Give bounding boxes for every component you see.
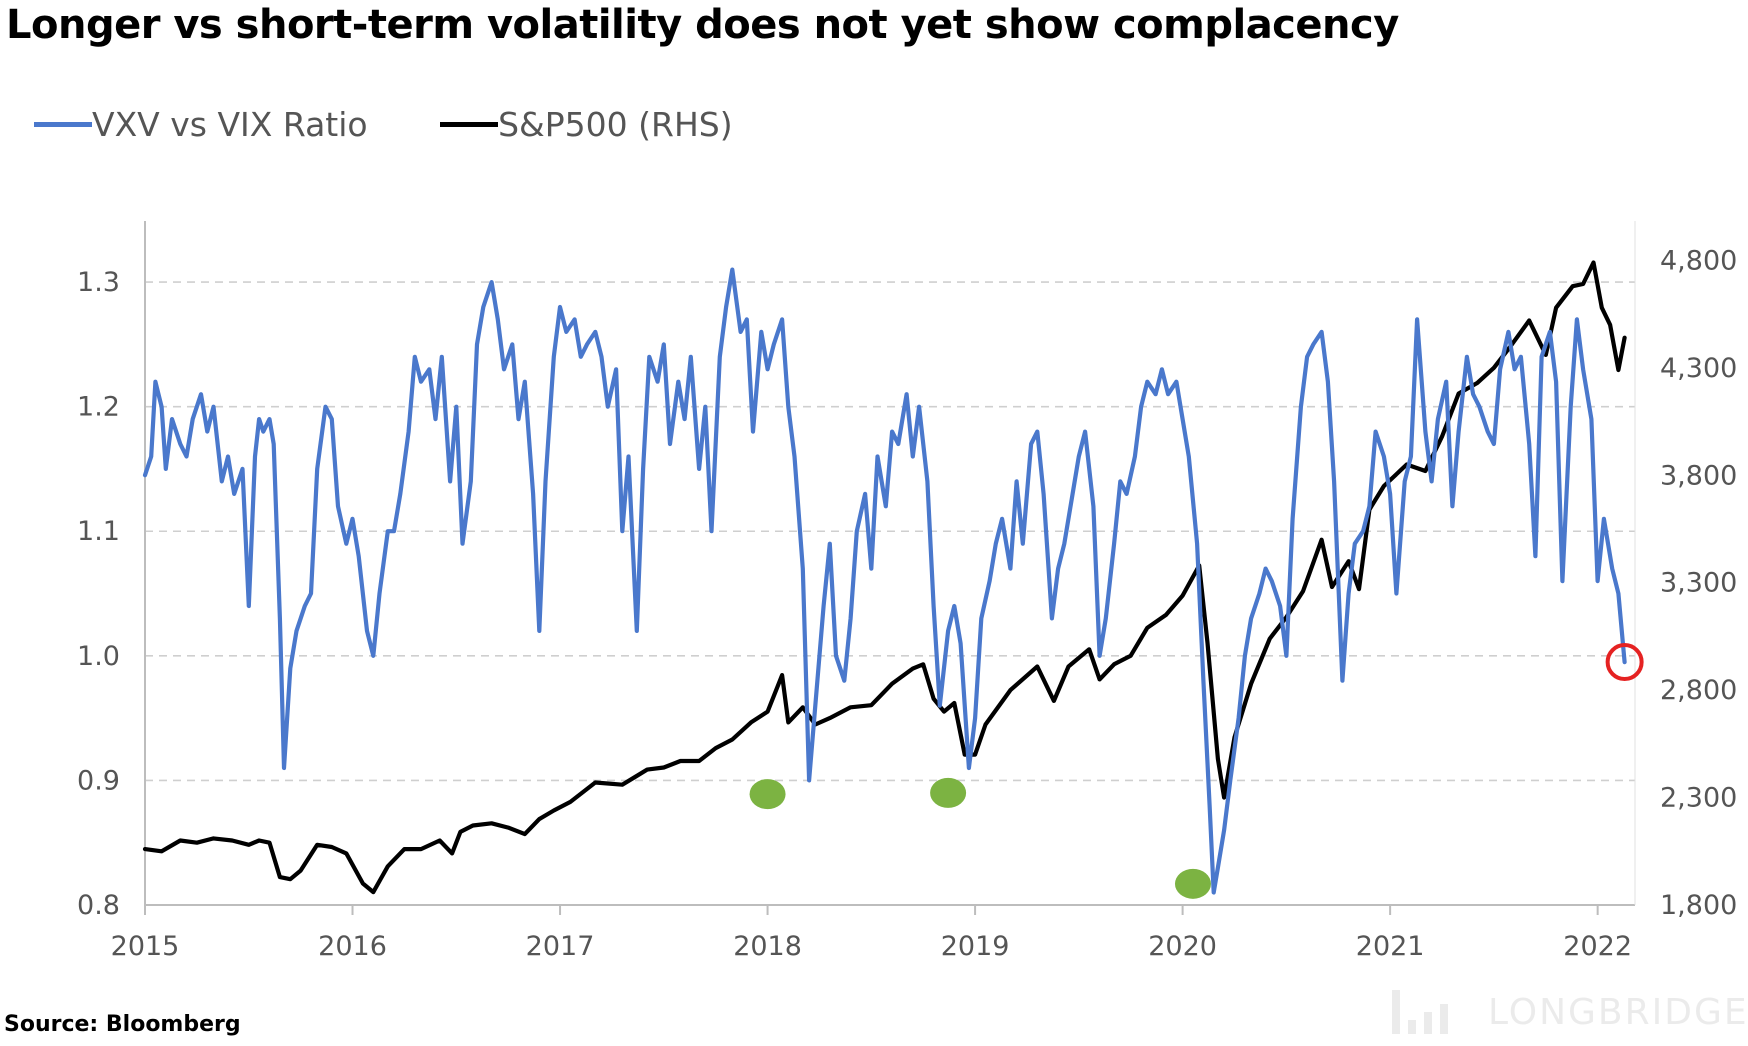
low-marker <box>1174 868 1211 899</box>
chart-title: Longer vs short-term volatility does not… <box>6 2 1399 48</box>
y-left-tick-label: 1.0 <box>77 641 120 672</box>
legend-label-vxv-vix: VXV vs VIX Ratio <box>92 105 368 144</box>
watermark-text: LONGBRIDGE <box>1488 992 1748 1033</box>
gridlines <box>145 281 1635 782</box>
x-tick-label: 2022 <box>1563 931 1632 962</box>
y-left-tick-label: 0.8 <box>77 890 120 921</box>
y-left-tick-label: 1.1 <box>77 516 120 547</box>
x-tick-label: 2015 <box>111 931 180 962</box>
legend: VXV vs VIX Ratio S&P500 (RHS) <box>34 96 795 144</box>
y-right-tick-label: 4,300 <box>1660 353 1737 384</box>
x-tick-label: 2020 <box>1148 931 1217 962</box>
y-right-tick-label: 4,800 <box>1660 245 1737 276</box>
annotations <box>749 643 1644 899</box>
y-right-tick-label: 1,800 <box>1660 890 1737 921</box>
legend-item-spx: S&P500 (RHS) <box>440 105 733 144</box>
low-marker <box>930 777 967 808</box>
series-line-vxv-vix <box>142 267 1627 895</box>
y-right-tick-label: 2,300 <box>1660 783 1737 814</box>
low-marker <box>749 779 786 810</box>
source-note: Source: Bloomberg <box>4 1012 241 1037</box>
latest-value-circle <box>1605 643 1644 682</box>
series-line-spx <box>142 260 1627 895</box>
legend-swatch-vxv-vix <box>34 122 92 127</box>
x-tick-label: 2019 <box>941 931 1010 962</box>
x-tick-label: 2018 <box>733 931 802 962</box>
tick-labels: 0.8 0.9 1.0 1.1 1.2 1.3 1,800 2,300 2,800 3,300 3,… <box>77 245 1737 962</box>
y-right-tick-label: 3,800 <box>1660 460 1737 491</box>
legend-label-spx: S&P500 (RHS) <box>498 105 733 144</box>
watermark-logo-icon <box>1392 990 1448 1034</box>
y-left-tick-label: 0.9 <box>77 765 120 796</box>
y-left-tick-label: 1.3 <box>77 267 120 298</box>
y-right-tick-label: 2,800 <box>1660 675 1737 706</box>
y-left-tick-label: 1.2 <box>77 392 120 423</box>
x-tick-label: 2017 <box>526 931 595 962</box>
legend-item-vxv-vix: VXV vs VIX Ratio <box>34 105 368 144</box>
watermark: LONGBRIDGE <box>1386 986 1747 1038</box>
y-right-tick-label: 3,300 <box>1660 568 1737 599</box>
legend-swatch-spx <box>440 122 499 127</box>
x-tick-label: 2021 <box>1356 931 1425 962</box>
x-tick-label: 2016 <box>318 931 387 962</box>
series-lines <box>142 260 1627 895</box>
axes <box>144 221 1636 915</box>
